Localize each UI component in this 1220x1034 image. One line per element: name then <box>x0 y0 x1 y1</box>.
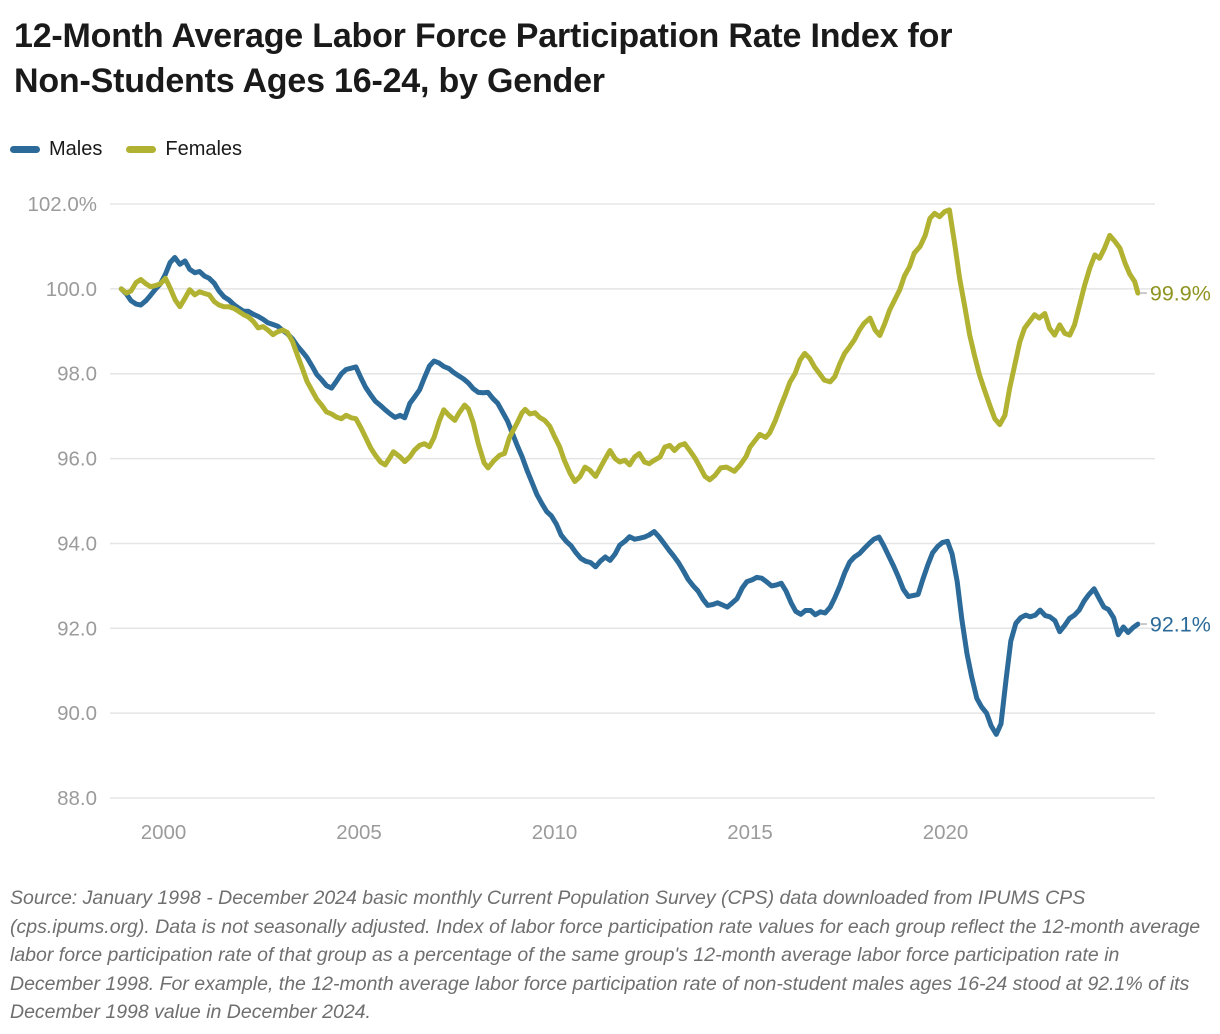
y-tick-label: 96.0 <box>57 448 97 471</box>
legend-item-males: Males <box>10 138 102 161</box>
males-legend-swatch <box>10 146 40 153</box>
males-line <box>118 255 1141 737</box>
y-tick-label: 88.0 <box>57 787 97 810</box>
females-line <box>118 207 1141 484</box>
legend-item-females: Females <box>126 138 242 161</box>
males-legend-label: Males <box>49 138 103 160</box>
line-chart: 102.0% 100.0 98.0 96.0 94.0 92.0 90.0 88.0 2000 2… <box>27 193 1211 844</box>
females-legend-label: Females <box>165 138 243 160</box>
chart-title-line-1: 12-Month Average Labor Force Participati… <box>14 17 953 55</box>
x-tick-label: 2005 <box>336 821 382 844</box>
y-tick-label: 102.0% <box>27 193 97 216</box>
x-tick-label: 2015 <box>727 821 773 844</box>
x-tick-label: 2000 <box>141 821 187 844</box>
females-end-label: 99.9% <box>1150 282 1211 306</box>
chart-title-line-2: Non-Students Ages 16-24, by Gender <box>14 62 605 100</box>
y-tick-label: 98.0 <box>57 363 97 386</box>
x-tick-label: 2010 <box>532 821 578 844</box>
y-tick-label: 90.0 <box>57 702 97 725</box>
chart-legend: Males Females <box>10 138 242 161</box>
y-tick-label: 94.0 <box>57 532 97 555</box>
x-tick-label: 2020 <box>923 821 969 844</box>
source-note: Source: January 1998 - December 2024 bas… <box>10 887 1201 1023</box>
chart-title: 12-Month Average Labor Force Participati… <box>14 14 1209 104</box>
y-tick-label: 100.0 <box>46 278 97 301</box>
y-tick-label: 92.0 <box>57 617 97 640</box>
males-end-label: 92.1% <box>1150 613 1211 637</box>
females-legend-swatch <box>126 146 157 153</box>
